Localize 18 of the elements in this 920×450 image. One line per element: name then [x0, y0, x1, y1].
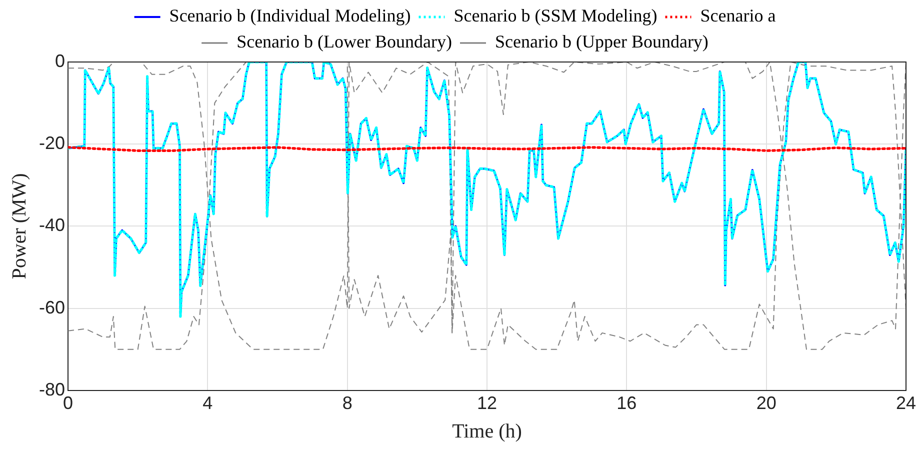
legend-label: Scenario a — [700, 6, 776, 26]
x-axis-title: Time (h) — [452, 420, 522, 442]
legend-label: Scenario b (Upper Boundary) — [495, 32, 708, 52]
y-tick-label: -40 — [39, 215, 66, 236]
y-tick-label: -60 — [39, 297, 66, 318]
x-tick-label: 8 — [342, 393, 352, 414]
y-tick-label: -80 — [39, 379, 66, 400]
y-tick-label: -20 — [39, 133, 66, 154]
x-tick-label: 20 — [756, 393, 776, 414]
x-tick-label: 12 — [476, 393, 498, 414]
legend-label: Scenario b (Lower Boundary) — [236, 32, 452, 52]
y-tick-label: 0 — [55, 50, 66, 71]
x-tick-label: 24 — [896, 393, 916, 414]
x-tick-label: 4 — [202, 393, 213, 414]
legend-label: Scenario b (SSM Modeling) — [454, 6, 658, 26]
x-tick-label: 16 — [616, 393, 637, 414]
y-axis-title: Power (MW) — [8, 173, 30, 280]
legend-label: Scenario b (Individual Modeling) — [169, 6, 411, 26]
